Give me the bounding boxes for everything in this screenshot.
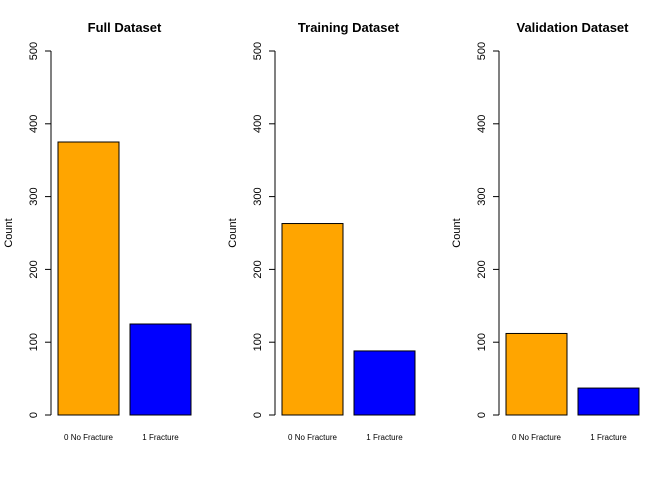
y-tick-label: 300: [28, 187, 40, 205]
chart-panel-3: Validation Dataset Count 0 100 200 300 400 500 0…: [451, 20, 640, 442]
y-tick-label: 0: [28, 412, 40, 418]
y-tick-label: 100: [28, 333, 40, 351]
y-tick-label: 500: [476, 42, 488, 60]
y-tick-label: 300: [476, 187, 488, 205]
y-tick-label: 200: [28, 260, 40, 278]
y-tick-label: 200: [476, 260, 488, 278]
bar-fracture: [353, 350, 416, 416]
y-tick-label: 0: [476, 412, 488, 418]
y-axis-label: Count: [227, 218, 239, 247]
y-tick-label: 300: [252, 187, 264, 205]
y-tick-label: 200: [252, 260, 264, 278]
bar-fracture: [577, 387, 640, 416]
x-category-label: 0 No Fracture: [288, 433, 337, 442]
bar-no-fracture: [57, 141, 120, 416]
chart-title: Validation Dataset: [517, 20, 630, 35]
bar-no-fracture: [505, 332, 568, 416]
bar-no-fracture: [281, 223, 344, 416]
chart-panel-1: Full Dataset Count 0 100 200 300 400 500 0 No Fr…: [3, 20, 192, 442]
y-tick-label: 100: [252, 333, 264, 351]
y-axis-label: Count: [3, 218, 15, 247]
x-category-label: 0 No Fracture: [512, 433, 561, 442]
y-tick-label: 100: [476, 333, 488, 351]
y-tick-label: 400: [252, 115, 264, 133]
y-tick-label: 0: [252, 412, 264, 418]
y-tick-label: 500: [252, 42, 264, 60]
x-category-label: 0 No Fracture: [64, 433, 113, 442]
y-tick-label: 500: [28, 42, 40, 60]
chart-title: Full Dataset: [88, 20, 162, 35]
y-axis-label: Count: [451, 218, 463, 247]
y-tick-label: 400: [28, 115, 40, 133]
x-category-label: 1 Fracture: [366, 433, 403, 442]
y-tick-label: 400: [476, 115, 488, 133]
chart-panel-2: Training Dataset Count 0 100 200 300 400 500 0 N…: [227, 20, 416, 442]
x-category-label: 1 Fracture: [590, 433, 627, 442]
bar-fracture: [129, 323, 192, 416]
x-category-label: 1 Fracture: [142, 433, 179, 442]
chart-title: Training Dataset: [298, 20, 400, 35]
